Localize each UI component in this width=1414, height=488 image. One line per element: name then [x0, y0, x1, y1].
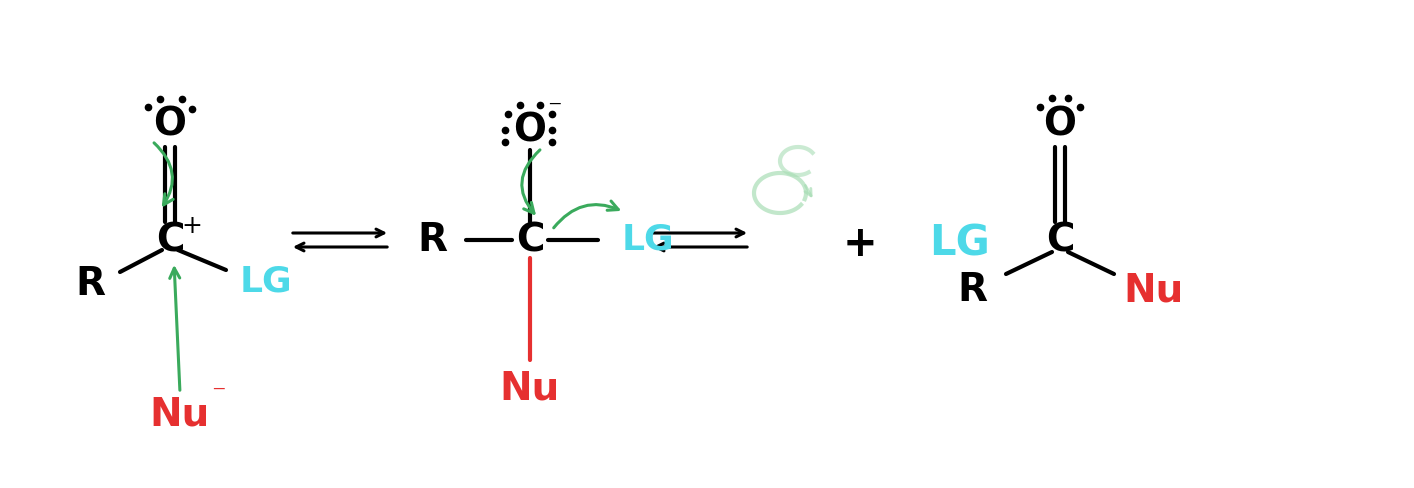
Text: O: O — [1044, 106, 1076, 144]
Text: +: + — [181, 214, 202, 238]
Text: C: C — [516, 221, 544, 259]
Text: C: C — [156, 221, 184, 259]
Text: LG: LG — [240, 265, 293, 299]
Text: R: R — [75, 265, 105, 303]
Text: R: R — [957, 271, 987, 309]
Text: C: C — [1046, 221, 1075, 259]
Text: Nu: Nu — [1124, 271, 1184, 309]
Text: LG: LG — [622, 223, 674, 257]
Text: ⁻: ⁻ — [211, 381, 225, 409]
Text: LG: LG — [929, 223, 990, 265]
Text: Nu: Nu — [501, 369, 560, 407]
Text: +: + — [843, 223, 877, 265]
Text: R: R — [417, 221, 447, 259]
Text: Nu: Nu — [150, 396, 211, 434]
Text: ⁻: ⁻ — [547, 96, 561, 124]
Text: O: O — [513, 111, 546, 149]
Text: O: O — [154, 106, 187, 144]
